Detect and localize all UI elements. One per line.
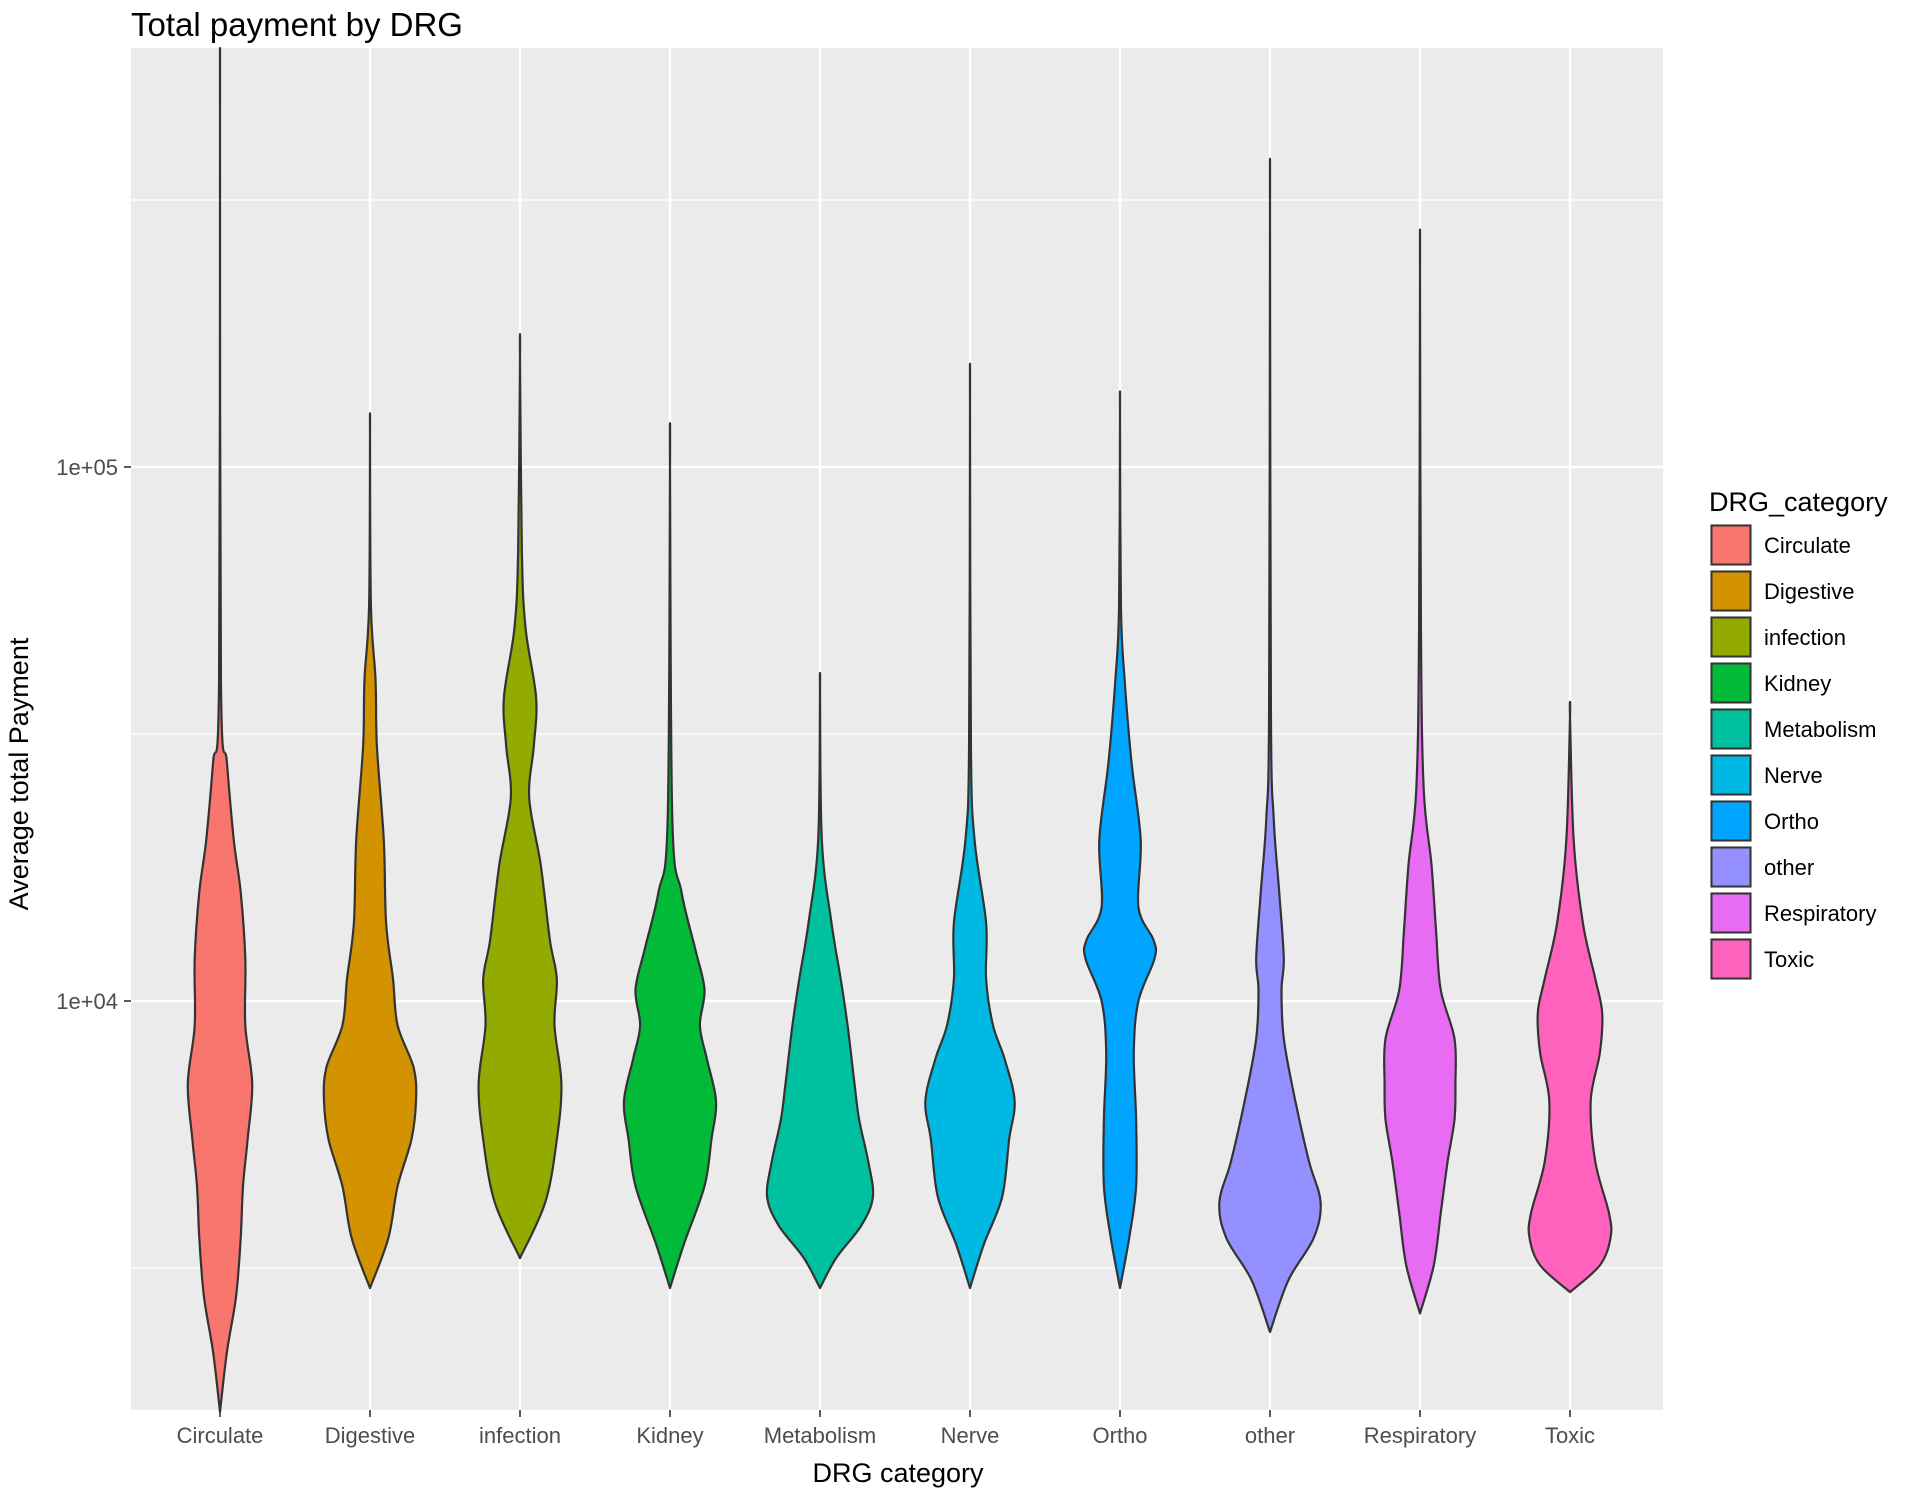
legend-swatch <box>1710 846 1752 888</box>
legend-swatch <box>1710 662 1752 704</box>
legend-label: Nerve <box>1764 763 1823 788</box>
chart-title: Total payment by DRG <box>131 6 463 43</box>
violins <box>186 46 1613 1414</box>
violin-circulate <box>186 46 254 1414</box>
x-tick-label: Respiratory <box>1364 1423 1476 1448</box>
legend-label: Respiratory <box>1764 901 1876 926</box>
y-axis: 1e+04 1e+05 <box>56 455 131 1014</box>
x-tick-label: Digestive <box>325 1423 415 1448</box>
y-axis-title: Average total Payment <box>4 637 34 910</box>
y-tick-label: 1e+05 <box>56 455 118 480</box>
x-axis-title: DRG category <box>812 1458 984 1488</box>
legend-swatch <box>1710 708 1752 750</box>
legend-swatch <box>1710 524 1752 566</box>
x-tick-label: Circulate <box>177 1423 264 1448</box>
legend-swatch <box>1710 754 1752 796</box>
legend-swatch <box>1710 616 1752 658</box>
violin-nerve <box>924 362 1016 1290</box>
x-tick-label: other <box>1245 1423 1295 1448</box>
legend-swatch <box>1710 938 1752 980</box>
x-tick-label: Kidney <box>636 1423 703 1448</box>
x-tick-label: Nerve <box>941 1423 1000 1448</box>
legend-swatch <box>1710 800 1752 842</box>
x-tick-label: Toxic <box>1545 1423 1595 1448</box>
legend-swatch <box>1710 892 1752 934</box>
legend-swatch <box>1710 570 1752 612</box>
legend: DRG_category Circulate Digestive infection… <box>1709 487 1888 980</box>
legend-label: Kidney <box>1764 671 1831 696</box>
legend-label: infection <box>1764 625 1846 650</box>
legend-label: other <box>1764 855 1814 880</box>
legend-label: Ortho <box>1764 809 1819 834</box>
violin-ortho <box>1082 390 1158 1290</box>
violin-kidney <box>622 422 718 1290</box>
x-axis: Circulate Digestive infection Kidney Metabol… <box>177 1410 1595 1448</box>
violin-digestive <box>322 412 418 1290</box>
violin-respiratory <box>1383 228 1457 1315</box>
x-tick-label: infection <box>479 1423 561 1448</box>
violin-metabolism <box>765 671 875 1290</box>
violin-toxic <box>1527 700 1613 1294</box>
legend-label: Digestive <box>1764 579 1854 604</box>
violin-infection <box>477 333 563 1260</box>
legend-label: Toxic <box>1764 947 1814 972</box>
y-tick-label: 1e+04 <box>56 989 118 1014</box>
x-tick-label: Metabolism <box>764 1423 876 1448</box>
violin-other <box>1218 158 1322 1334</box>
x-tick-label: Ortho <box>1092 1423 1147 1448</box>
legend-label: Metabolism <box>1764 717 1876 742</box>
legend-label: Circulate <box>1764 533 1851 558</box>
legend-title: DRG_category <box>1709 487 1888 517</box>
